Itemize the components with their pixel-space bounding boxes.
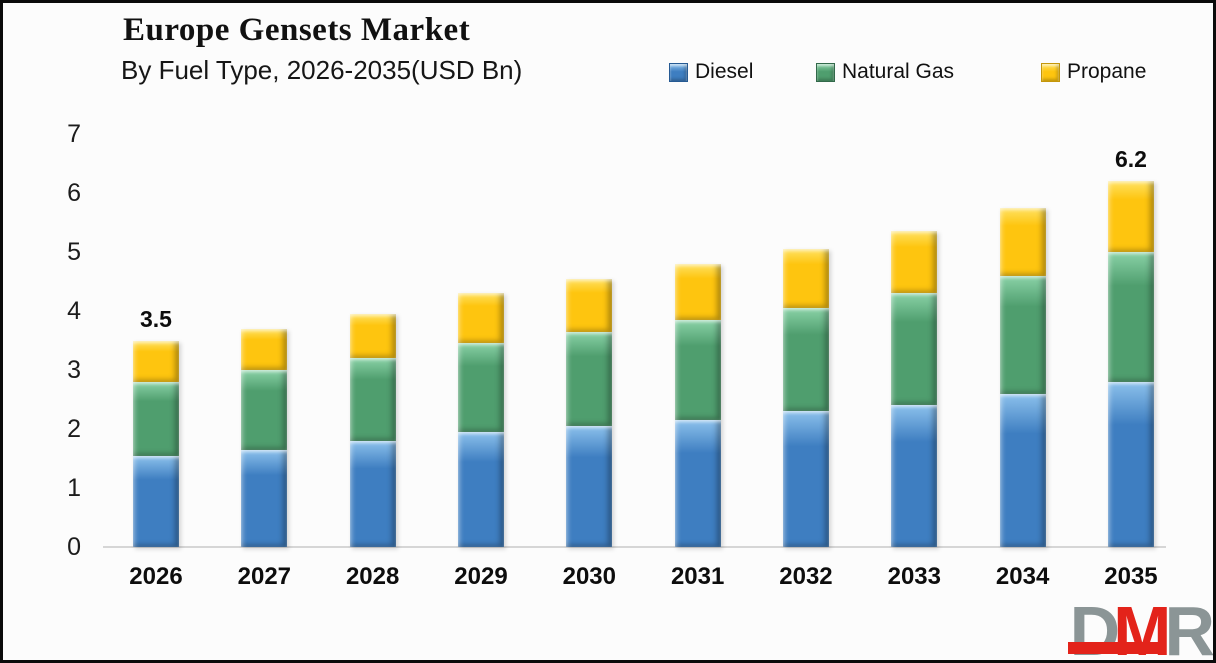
bar-segment-natural-gas	[241, 369, 288, 450]
x-axis-tick-label: 2035	[1104, 563, 1158, 590]
bar-segment-propane	[566, 278, 613, 332]
bar-segment-propane	[241, 328, 288, 370]
stacked-bar-2026	[133, 340, 179, 548]
stacked-bar-2029	[457, 293, 504, 547]
bar-segment-diesel	[891, 405, 938, 547]
y-axis-tick-label: 6	[67, 179, 81, 207]
bar-segment-natural-gas	[782, 308, 829, 412]
bar-segment-natural-gas	[133, 381, 179, 456]
bar-segment-propane	[782, 249, 829, 309]
bar-segment-propane	[1107, 181, 1154, 252]
bar-segment-propane	[999, 207, 1046, 276]
bar-segment-diesel	[349, 440, 396, 547]
bar-segment-natural-gas	[457, 343, 504, 432]
y-axis-tick-label: 1	[67, 474, 81, 502]
bar-segment-propane	[674, 263, 721, 320]
y-axis-tick-label: 4	[67, 297, 81, 325]
x-axis-tick-label: 2026	[129, 563, 183, 590]
dmr-logo: D M R	[1067, 592, 1213, 663]
logo-red-bar	[1067, 642, 1164, 654]
x-axis-tick-label: 2029	[454, 563, 508, 590]
bar-segment-diesel	[133, 455, 179, 547]
y-axis-tick-label: 3	[67, 356, 81, 384]
bar-segment-diesel	[999, 393, 1046, 547]
y-axis-tick-label: 7	[67, 120, 81, 148]
x-axis-tick-label: 2032	[779, 563, 833, 590]
bar-segment-diesel	[782, 411, 829, 547]
bar-segment-propane	[133, 340, 179, 382]
x-axis-tick-label: 2033	[887, 563, 941, 590]
legend-item-natural-gas: Natural Gas	[816, 60, 954, 84]
legend-label: Propane	[1067, 60, 1147, 83]
stacked-bar-2030	[566, 278, 613, 547]
chart-title: Europe Gensets Market	[123, 12, 471, 48]
bar-total-label: 3.5	[140, 305, 172, 332]
bar-segment-natural-gas	[566, 331, 613, 427]
bar-segment-natural-gas	[674, 319, 721, 421]
stacked-bar-2034	[999, 207, 1046, 547]
bar-segment-diesel	[241, 449, 288, 547]
stacked-bar-2027	[241, 328, 288, 547]
bar-segment-propane	[349, 313, 396, 359]
y-axis-tick-label: 0	[67, 533, 81, 561]
propane-swatch-icon	[1041, 62, 1060, 82]
stacked-bar-2032	[782, 249, 829, 547]
diesel-swatch-icon	[669, 62, 688, 82]
x-axis-tick-label: 2027	[237, 563, 292, 590]
legend-item-propane: Propane	[1041, 60, 1146, 84]
chart-plot: 0 1 2 3 4 5 6 7 2026 3.5 2027 2028 2029 2030 2031 2032 2…	[3, 3, 1213, 660]
x-axis-tick-label: 2028	[345, 563, 400, 590]
legend-label: Diesel	[695, 60, 754, 83]
bar-segment-natural-gas	[1107, 251, 1154, 382]
stacked-bar-2033	[891, 231, 938, 547]
bar-segment-propane	[891, 231, 938, 294]
x-axis-tick-label: 2031	[670, 563, 725, 590]
stacked-bar-2031	[674, 263, 721, 547]
bar-segment-propane	[457, 293, 504, 344]
bar-segment-diesel	[457, 431, 504, 547]
natural-gas-swatch-icon	[816, 62, 835, 82]
stacked-bar-2028	[349, 313, 396, 547]
bar-segment-natural-gas	[999, 275, 1046, 394]
bar-total-label: 6.2	[1114, 146, 1147, 173]
chart-subtitle: By Fuel Type, 2026-2035(USD Bn)	[121, 55, 523, 85]
bar-segment-diesel	[674, 420, 721, 547]
y-axis-tick-label: 5	[67, 238, 81, 266]
y-axis-tick-label: 2	[67, 415, 81, 443]
logo-letter-r: R	[1164, 592, 1213, 663]
bar-segment-natural-gas	[891, 293, 938, 406]
x-axis-tick-label: 2034	[995, 563, 1050, 590]
stacked-bar-2035	[1107, 181, 1154, 547]
bar-segment-natural-gas	[349, 358, 396, 441]
legend-item-diesel: Diesel	[669, 60, 753, 84]
legend-label: Natural Gas	[842, 60, 955, 83]
bar-segment-diesel	[566, 426, 613, 547]
x-axis-baseline	[103, 546, 1166, 548]
bar-segment-diesel	[1107, 381, 1154, 547]
x-axis-tick-label: 2030	[562, 563, 616, 590]
